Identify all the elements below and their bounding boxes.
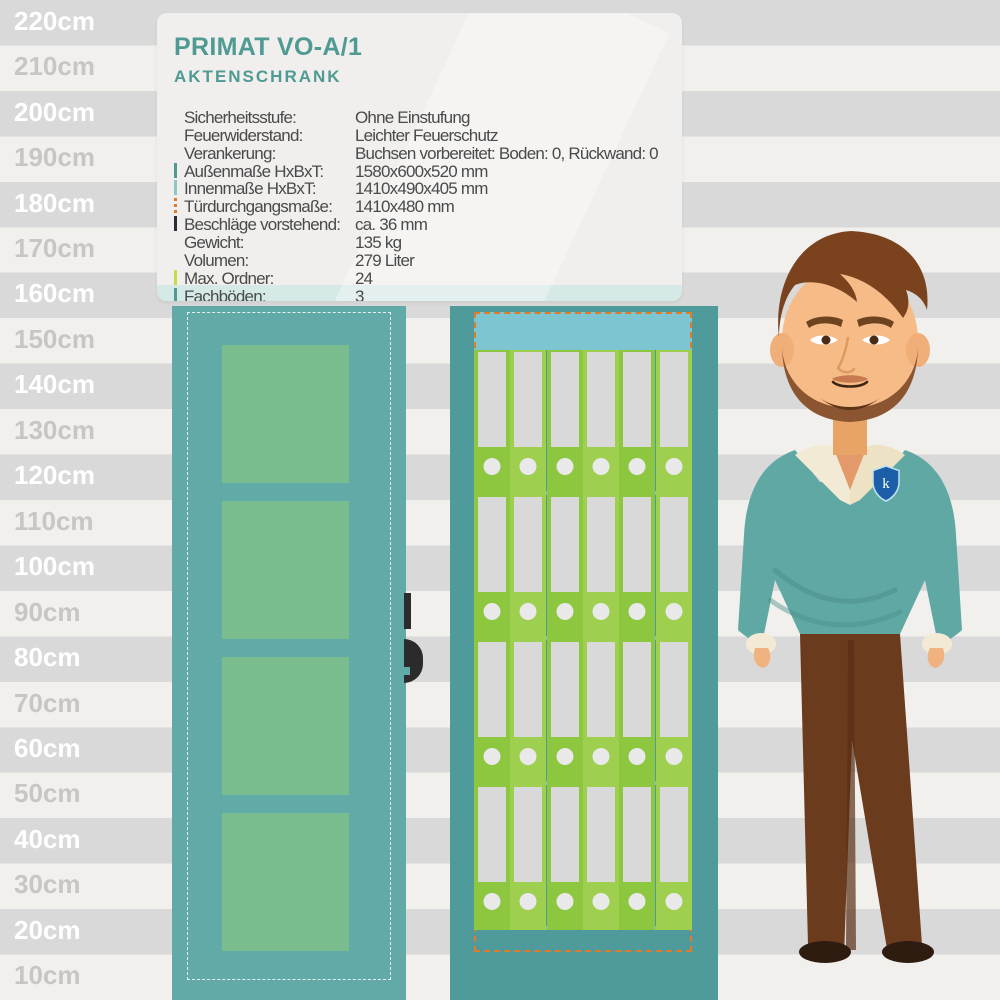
svg-text:k: k [882, 476, 890, 492]
